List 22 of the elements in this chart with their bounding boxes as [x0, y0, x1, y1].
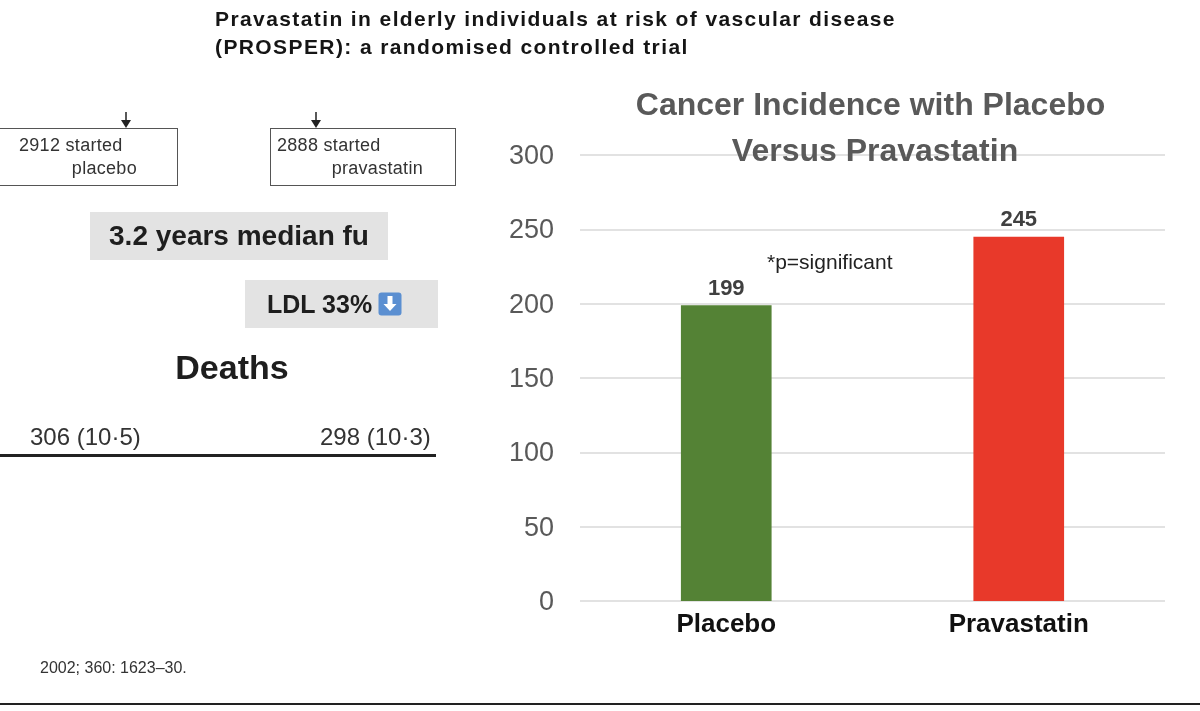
text: 306 (10·5)	[30, 423, 141, 451]
annotation: *p=significant	[767, 250, 893, 274]
y-tick-label: 150	[508, 363, 554, 393]
chart-title: Cancer Incidence with Placebo Versus Pravastatin	[635, 86, 1115, 168]
data-label: 199	[707, 274, 745, 300]
x-tick-label: Pravastatin	[948, 608, 1089, 638]
data-label: 245	[1000, 206, 1038, 232]
y-tick-label: 50	[523, 511, 554, 542]
x-tick-label: Placebo	[676, 608, 777, 638]
text: 2002; 360: 1623–30.	[40, 659, 187, 677]
y-tick-label: 0	[538, 586, 554, 616]
y-tick-label: 250	[508, 214, 554, 245]
text: 2888 started pravastatin	[270, 128, 456, 186]
text: 2912 started placebo	[0, 128, 178, 186]
text: Deaths	[174, 347, 290, 387]
y-tick-label: 200	[508, 288, 554, 319]
y-tick-label: 300	[508, 140, 554, 170]
text: LDL 33%	[267, 290, 373, 318]
y-tick-label: 100	[508, 437, 554, 468]
text: 298 (10·3)	[320, 423, 431, 451]
text: Pravastatin in elderly individuals at risk of vascular disease (PROSPER): a randomised controlled trial	[215, 6, 897, 60]
text: 3.2 years median fu	[109, 220, 369, 251]
